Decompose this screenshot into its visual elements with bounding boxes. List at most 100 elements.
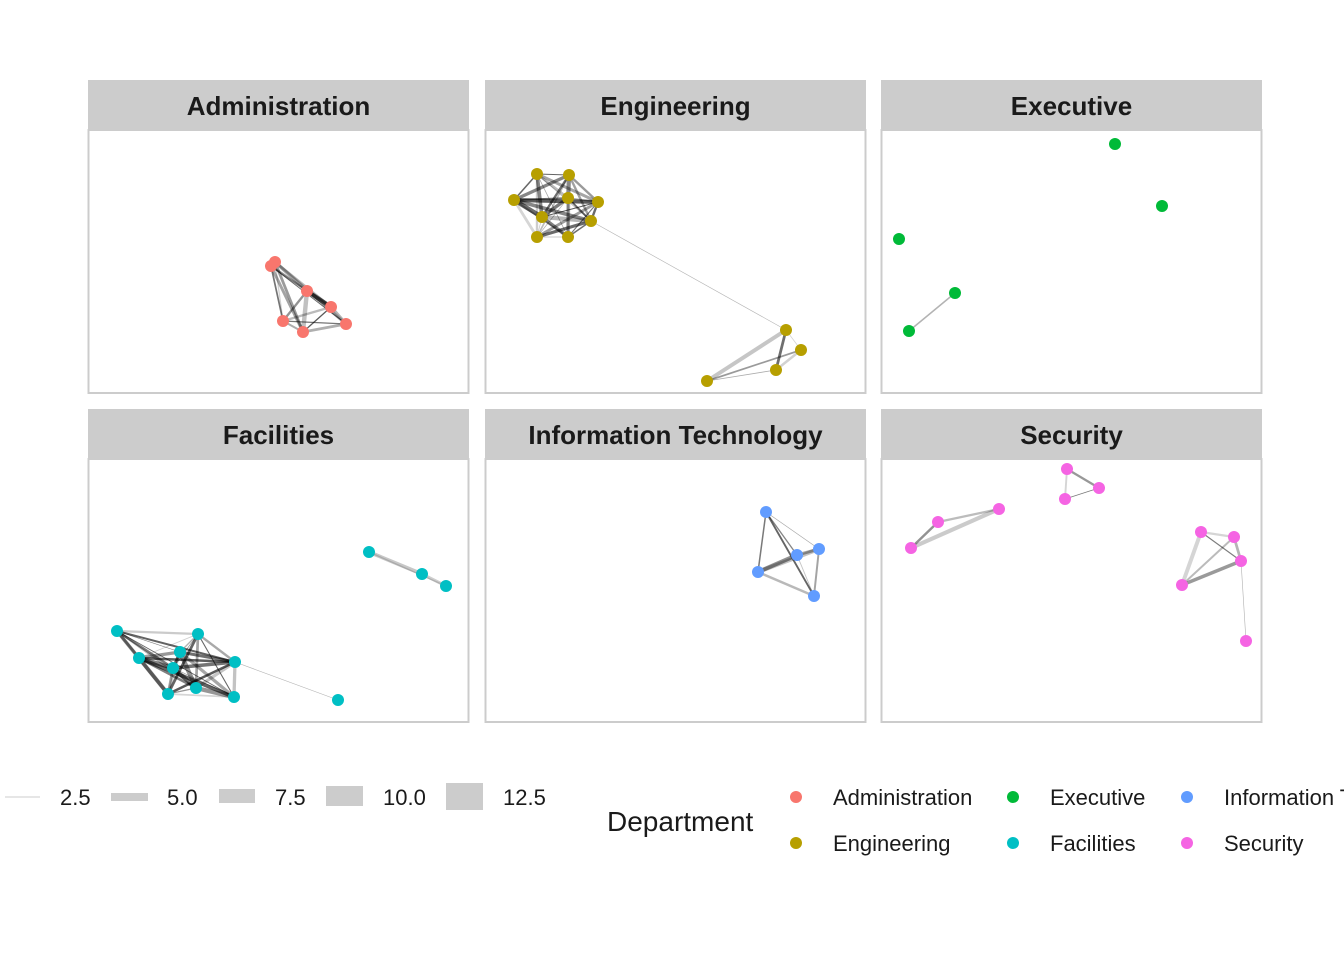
panel-body: [484, 458, 867, 723]
edge: [535, 200, 600, 239]
edge: [536, 173, 569, 238]
node: [133, 652, 145, 664]
node: [1240, 635, 1252, 647]
edge: [755, 552, 800, 575]
legend-title: Department: [607, 806, 754, 837]
node: [416, 568, 428, 580]
legend-entry-information-technology: Information Technology: [1181, 785, 1344, 810]
edge: [796, 554, 815, 597]
edge: [274, 261, 284, 322]
edge: [706, 349, 802, 382]
node: [795, 344, 807, 356]
facet-strip-title: Security: [1020, 420, 1123, 450]
legend-key-dot: [790, 791, 802, 803]
edge: [936, 507, 1001, 524]
node: [1228, 531, 1240, 543]
node: [192, 628, 204, 640]
facet-strip: [485, 80, 866, 130]
node: [1235, 555, 1247, 567]
edge: [813, 548, 820, 597]
edges: [269, 260, 348, 335]
node: [1061, 463, 1073, 475]
node: [332, 694, 344, 706]
nodes: [265, 256, 352, 338]
edge: [273, 260, 305, 334]
facet-strip-title: Facilities: [223, 420, 334, 450]
legend-key-dot: [1007, 791, 1019, 803]
edge: [540, 173, 571, 219]
node: [562, 192, 574, 204]
edge: [705, 328, 788, 383]
edge: [194, 660, 237, 690]
legend-label-width-3: 7.5: [275, 785, 306, 810]
legend-key-width-5: [446, 783, 483, 810]
edge: [757, 511, 767, 573]
node: [228, 691, 240, 703]
node: [932, 516, 944, 528]
node: [229, 656, 241, 668]
facet-strip: [88, 80, 469, 130]
node: [949, 287, 961, 299]
edge: [281, 305, 333, 323]
node: [585, 215, 597, 227]
legend-key-dot: [1007, 837, 1019, 849]
edge: [1181, 536, 1235, 586]
node: [905, 542, 917, 554]
legend-entry-security: Security: [1181, 831, 1303, 856]
department-legend: Department Administration Engineering Exec…: [607, 785, 1344, 856]
node: [508, 194, 520, 206]
edge: [270, 265, 284, 322]
legend-key-width-3: [219, 789, 255, 803]
node: [167, 662, 179, 674]
edge: [115, 629, 175, 670]
edge: [196, 632, 237, 664]
edge: [137, 656, 237, 664]
edge: [166, 632, 200, 696]
edge: [273, 260, 309, 293]
node: [993, 503, 1005, 515]
edge-width-legend: 2.5 5.0 7.5 10.0 12.5: [5, 783, 546, 810]
edges: [908, 292, 956, 332]
node: [701, 375, 713, 387]
edge: [367, 550, 424, 576]
legend-entry-label: Engineering: [833, 831, 950, 856]
edge: [1180, 559, 1243, 587]
panel-administration: Administration: [87, 80, 470, 394]
edge: [535, 172, 600, 204]
legend-label-width-2: 5.0: [167, 785, 198, 810]
edge: [166, 660, 237, 696]
edge: [765, 511, 798, 556]
facet-strip-title: Information Technology: [528, 420, 823, 450]
edge: [1065, 467, 1101, 490]
edge: [567, 173, 600, 204]
node: [1059, 493, 1071, 505]
node: [770, 364, 782, 376]
edge: [539, 214, 594, 224]
edge: [756, 570, 816, 598]
edge: [1200, 531, 1242, 562]
node: [440, 580, 452, 592]
nodes: [905, 463, 1252, 647]
panel-body: [484, 129, 867, 394]
edge: [281, 289, 309, 323]
edge: [301, 322, 348, 334]
nodes: [508, 168, 807, 387]
edge: [541, 201, 599, 218]
edge: [567, 173, 593, 223]
edge: [300, 288, 310, 335]
facet-strip: [881, 80, 1262, 130]
node: [325, 301, 337, 313]
edge: [368, 551, 447, 587]
panel-body: [87, 458, 470, 723]
edge: [908, 292, 956, 332]
node: [1156, 200, 1168, 212]
facet-strip: [485, 409, 866, 459]
legend-entry-label: Facilities: [1050, 831, 1136, 856]
facet-strip-title: Executive: [1011, 91, 1132, 121]
node: [1176, 579, 1188, 591]
panel-body: [880, 129, 1263, 394]
legend-label-width-1: 2.5: [60, 785, 91, 810]
node: [269, 256, 281, 268]
edge: [136, 655, 171, 697]
